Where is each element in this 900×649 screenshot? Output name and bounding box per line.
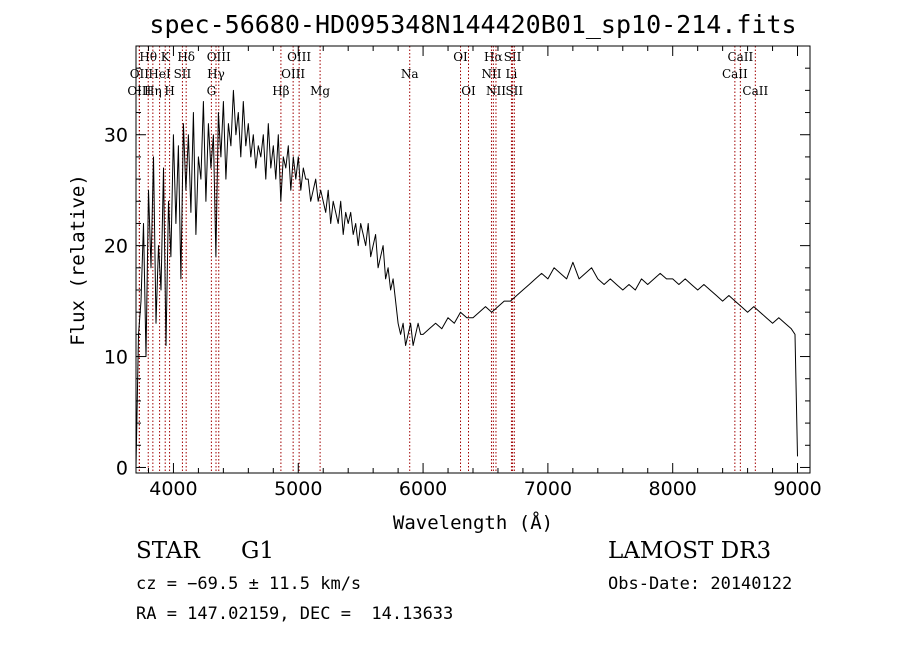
spectral-line-label: Hθ	[139, 50, 157, 64]
x-tick-label: 6000	[399, 478, 447, 500]
spectral-line-label: Hγ	[207, 67, 225, 81]
y-tick-label: 0	[116, 457, 128, 479]
y-tick-label: 10	[104, 347, 128, 369]
x-tick-label: 8000	[649, 478, 697, 500]
y-tick-label: 30	[104, 125, 128, 147]
spectral-line-label: OI	[461, 84, 476, 98]
chart-title: spec-56680-HD095348N144420B01_sp10-214.f…	[149, 10, 796, 39]
spectral-line-label: NII	[481, 67, 501, 81]
spectral-line-label: Na	[401, 67, 419, 81]
spectral-line-label: HeI	[148, 67, 171, 81]
spectral-line-label: OIII	[281, 67, 305, 81]
redshift-cz: cz = −69.5 ± 11.5 km/s	[136, 574, 362, 594]
plot-layer	[135, 89, 798, 468]
spectral-line-label: SII	[174, 67, 192, 81]
spectral-line-label: SII	[504, 50, 522, 64]
x-tick-label: 4000	[149, 478, 197, 500]
spectral-line-label: SII	[505, 84, 523, 98]
plot-frame	[135, 45, 811, 474]
y-axis-label: Flux (relative)	[67, 174, 89, 346]
spectral-line-label: Mg	[310, 84, 330, 98]
survey-name: LAMOST DR3	[608, 538, 772, 564]
spectral-line-label: Hη	[144, 84, 162, 98]
spectral-line-label: K	[161, 50, 171, 64]
x-tick-label: 9000	[773, 478, 821, 500]
y-tick-label: 20	[104, 236, 128, 258]
x-tick-label: 5000	[274, 478, 322, 500]
spectral-line-label: OI	[453, 50, 468, 64]
spectral-line-label: Hβ	[272, 84, 289, 98]
spectral-line-label: Li	[506, 67, 518, 81]
spectral-line-label: Hδ	[177, 50, 195, 64]
spectral-line-label: OIII	[207, 50, 231, 64]
spectral-line-label: OIII	[287, 50, 311, 64]
spectral-line-label: CaII	[742, 84, 768, 98]
x-tick-label: 7000	[524, 478, 572, 500]
object-class: STAR	[136, 538, 200, 564]
spectral-line-label: CaII	[722, 67, 748, 81]
spectral-line-label: NII	[486, 84, 506, 98]
ticks-layer: 4000 5000 6000 7000 8000 9000 0 10 20 30	[104, 46, 822, 500]
spectral-line-label: Hα	[484, 50, 503, 64]
spectral-line-label: OIII	[127, 84, 151, 98]
coordinates: RA = 147.02159, DEC = 14.13633	[136, 604, 454, 624]
spectral-line-label: CaII	[727, 50, 753, 64]
observation-date: Obs-Date: 20140122	[608, 574, 793, 594]
x-axis-label: Wavelength (Å)	[393, 511, 553, 534]
flux-series-line	[135, 89, 798, 468]
spectral-line-label: H	[164, 84, 174, 98]
object-subclass: G1	[241, 538, 275, 564]
spectral-line-label: G	[207, 84, 217, 98]
